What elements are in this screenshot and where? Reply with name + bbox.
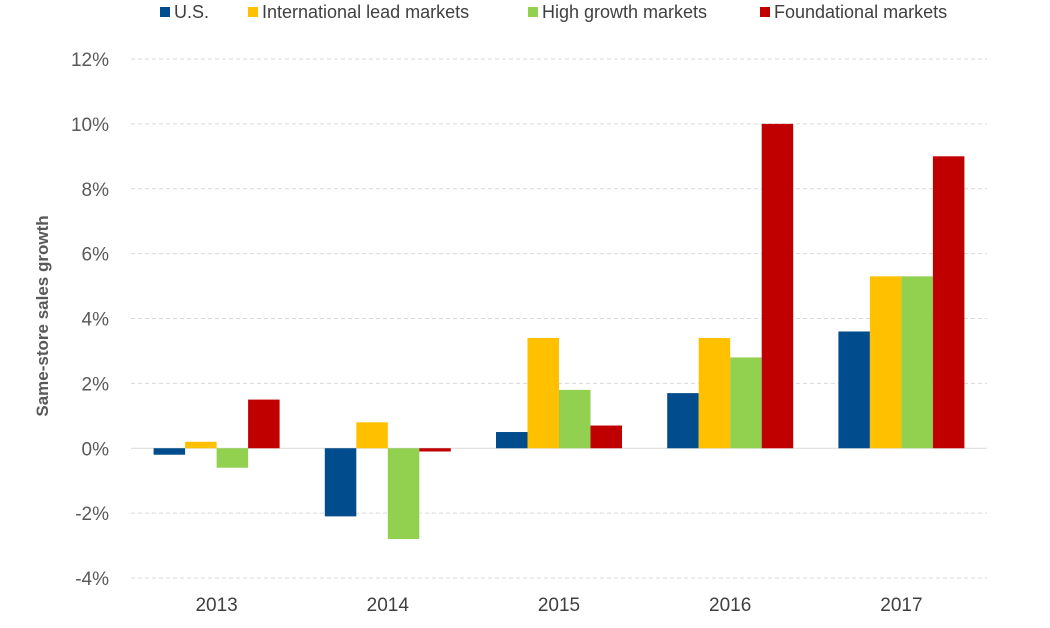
bar-international-lead-markets-2013 <box>185 441 217 449</box>
bar-u-s--2013 <box>153 448 186 455</box>
y-tick-label: 6% <box>82 245 110 266</box>
x-category-label: 2017 <box>880 595 922 616</box>
x-category-label: 2016 <box>709 595 751 616</box>
y-tick-label: 12% <box>71 50 109 71</box>
bar-foundational-markets-2015 <box>590 425 622 449</box>
y-tick-label: 10% <box>71 115 109 136</box>
gridlines <box>131 58 987 579</box>
legend-swatch <box>528 7 538 17</box>
bar-international-lead-markets-2017 <box>869 276 902 449</box>
legend: U.S. International lead markets High growt… <box>160 2 947 22</box>
bar-foundational-markets-2013 <box>248 399 280 449</box>
y-tick-label: 8% <box>82 180 110 201</box>
bar-foundational-markets-2017 <box>932 156 965 449</box>
bar-international-lead-markets-2014 <box>356 422 388 449</box>
y-tick-label: -2% <box>75 504 109 525</box>
bar-high-growth-markets-2016 <box>730 357 762 449</box>
bar-high-growth-markets-2017 <box>901 276 933 449</box>
bar-high-growth-markets-2015 <box>559 389 591 449</box>
bar-high-growth-markets-2013 <box>216 448 249 468</box>
bar-u-s--2017 <box>838 331 870 449</box>
y-axis-tick-labels: -4% -2% 0% 2% 4% 6% 8% 10% 12% <box>71 50 109 590</box>
bar-u-s--2014 <box>324 448 357 517</box>
y-axis-title: Same-store sales growth <box>33 215 52 416</box>
x-category-label: 2013 <box>195 595 237 616</box>
bar-u-s--2015 <box>496 432 528 449</box>
y-tick-label: -4% <box>75 569 109 590</box>
x-category-label: 2014 <box>367 595 410 616</box>
y-tick-label: 2% <box>82 374 110 395</box>
x-axis-category-labels: 2013 2014 2015 2016 2017 <box>195 595 922 616</box>
legend-label: High growth markets <box>542 2 707 22</box>
legend-label: International lead markets <box>262 2 469 22</box>
legend-label: Foundational markets <box>774 2 947 22</box>
legend-swatch <box>248 7 258 17</box>
y-tick-label: 0% <box>82 439 110 460</box>
bar-u-s--2016 <box>667 393 699 449</box>
bars <box>153 123 965 540</box>
bar-foundational-markets-2014 <box>419 448 451 452</box>
y-tick-label: 4% <box>82 310 110 331</box>
legend-swatch <box>760 7 770 17</box>
legend-swatch <box>160 7 170 17</box>
x-category-label: 2015 <box>538 595 580 616</box>
bar-foundational-markets-2016 <box>761 123 794 449</box>
legend-label: U.S. <box>174 2 209 22</box>
bar-international-lead-markets-2016 <box>698 337 731 449</box>
bar-international-lead-markets-2015 <box>527 337 559 449</box>
bar-high-growth-markets-2014 <box>387 448 420 540</box>
